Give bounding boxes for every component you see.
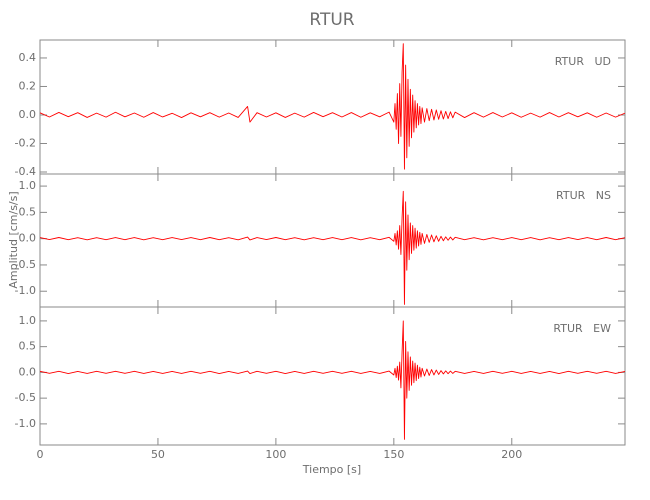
y-tick-label: -0.4 — [15, 165, 36, 178]
x-axis-label: Tiempo [s] — [302, 463, 361, 476]
x-tick-label: 50 — [151, 448, 165, 461]
x-tick-label: 200 — [501, 448, 522, 461]
panel-frame — [39, 173, 626, 308]
chart-title: RTUR — [309, 10, 354, 30]
panel-frame — [39, 306, 626, 446]
x-tick-label: 0 — [37, 448, 44, 461]
waveform — [39, 320, 626, 440]
y-tick-label: -0.2 — [15, 136, 36, 149]
panel-label: RTUR UD — [555, 55, 611, 68]
y-tick-label: 0.0 — [19, 365, 37, 378]
y-tick-label: -1.0 — [15, 417, 36, 430]
panel-frame — [39, 39, 626, 175]
y-tick-label: 0.5 — [19, 340, 37, 353]
y-tick-label: 1.0 — [19, 314, 37, 327]
y-axis-label: Amplitud [cm/s/s] — [7, 191, 20, 288]
y-tick-label: 0.0 — [19, 232, 37, 245]
waveform — [39, 190, 626, 305]
y-tick-label: 0.5 — [19, 205, 37, 218]
y-tick-label: 0.2 — [19, 79, 37, 92]
y-tick-label: 1.0 — [19, 179, 37, 192]
y-tick-label: -0.5 — [15, 258, 36, 271]
panel-label: RTUR EW — [553, 322, 611, 335]
y-tick-label: 0.4 — [19, 51, 37, 64]
x-tick-label: 100 — [265, 448, 286, 461]
x-tick-label: 150 — [383, 448, 404, 461]
waveform — [39, 43, 626, 170]
y-tick-label: -0.5 — [15, 391, 36, 404]
panel-label: RTUR NS — [556, 189, 611, 202]
y-tick-label: -1.0 — [15, 284, 36, 297]
y-tick-label: 0.0 — [19, 108, 37, 121]
